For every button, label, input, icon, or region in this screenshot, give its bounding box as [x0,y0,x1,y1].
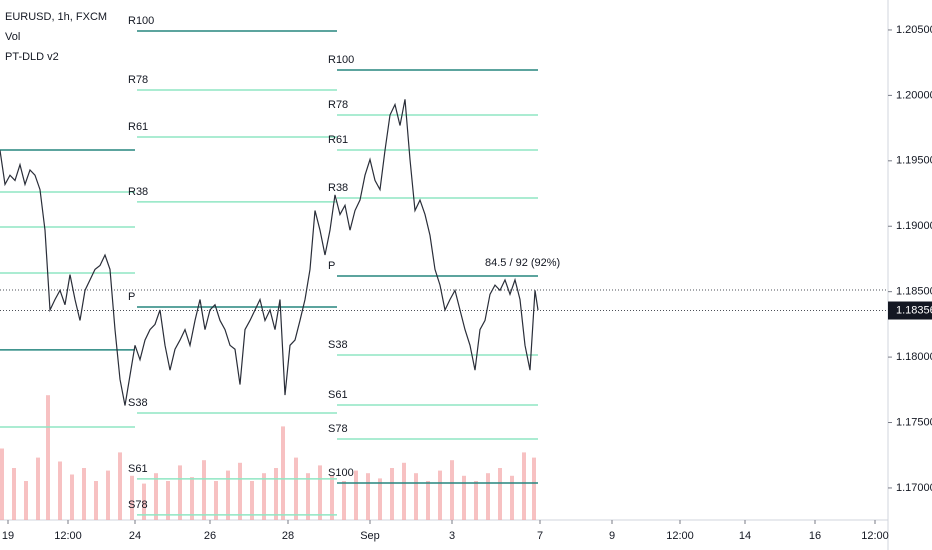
volume-bar [226,470,230,520]
pivot-label: S61 [128,463,148,475]
volume-bar [330,475,334,520]
x-tick-label: 12:00 [861,530,889,542]
pivot-label: R38 [128,186,148,198]
volume-bar [154,473,158,520]
volume-bar [450,460,454,520]
volume-bar [82,468,86,520]
last-price-box [888,301,932,320]
pivot-label: R61 [128,121,148,133]
y-tick-label: 1.19000 [896,220,932,232]
volume-bar [250,481,254,520]
pivot-label: R78 [128,74,148,86]
volume-bar [281,426,285,520]
volume-bar [402,462,406,520]
volume-bar [118,452,122,520]
y-tick-label: 1.17000 [896,482,932,494]
pivot-label: S61 [328,389,348,401]
volume-bar [318,465,322,520]
volume-bar [58,461,62,520]
volume-bar [474,481,478,520]
x-tick-label: 12:00 [666,530,694,542]
pivot-label: S38 [328,339,348,351]
volume-bar [190,477,194,520]
volume-bar [294,457,298,520]
pivot-label: S38 [128,397,148,409]
volume-bar [142,483,146,520]
volume-bar [438,470,442,520]
pivot-label: S78 [128,499,148,511]
y-tick-label: 1.17500 [896,416,932,428]
volume-bar [510,475,514,520]
pivot-label: P [128,291,135,303]
volume-bar [46,395,50,520]
last-price-label: 1.18356 [896,304,932,316]
annotation: 84.5 / 92 (92%) [485,257,560,269]
volume-bar [94,481,98,520]
volume-bar [486,473,490,520]
volume-bar [70,474,74,520]
volume-bar [414,473,418,520]
x-tick-label: 24 [129,530,141,542]
pivot-label: P [328,260,335,272]
volume-bar [274,468,278,520]
legend-symbol: EURUSD, 1h, FXCM [5,11,107,23]
pivot-label: R100 [328,54,354,66]
volume-bar [498,468,502,520]
y-tick-label: 1.20000 [896,89,932,101]
volume-bar [366,473,370,520]
volume-bar [306,473,310,520]
volume-bar [462,475,466,520]
y-tick-label: 1.19500 [896,155,932,167]
volume-bar [262,473,266,520]
legend-indicator: PT-DLD v2 [5,51,59,63]
pivot-label: R100 [128,15,154,27]
pivot-label: S78 [328,423,348,435]
y-tick-label: 1.20500 [896,24,932,36]
volume-bar [130,475,134,520]
volume-bar [106,470,110,520]
volume-bar [238,462,242,520]
legend-volume: Vol [5,31,20,43]
volume-bar [426,481,430,520]
x-tick-label: 9 [609,530,615,542]
volume-bar [390,468,394,520]
x-tick-label: 16 [809,530,821,542]
pivot-label: R78 [328,99,348,111]
x-tick-label: 3 [449,530,455,542]
volume-bar [378,478,382,520]
pivot-label: R38 [328,182,348,194]
pivot-label: R61 [328,134,348,146]
x-tick-label: 14 [739,530,751,542]
volume-bar [0,448,4,520]
x-tick-label: 12:00 [54,530,82,542]
x-tick-label: 19 [2,530,14,542]
volume-bar [354,470,358,520]
volume-bar [202,460,206,520]
volume-bar [178,465,182,520]
volume-bar [166,481,170,520]
volume-bar [522,452,526,520]
x-tick-label: 26 [204,530,216,542]
volume-bar [12,468,16,520]
volume-bar [24,481,28,520]
volume-bar [342,481,346,520]
y-tick-label: 1.18500 [896,286,932,298]
price-line [0,99,539,406]
y-tick-label: 1.18000 [896,351,932,363]
volume-bar [36,457,40,520]
volume-bar [532,457,536,520]
x-tick-label: Sep [360,530,380,542]
x-tick-label: 28 [282,530,294,542]
volume-bar [214,481,218,520]
x-tick-label: 7 [537,530,543,542]
pivot-label: S100 [328,467,354,479]
